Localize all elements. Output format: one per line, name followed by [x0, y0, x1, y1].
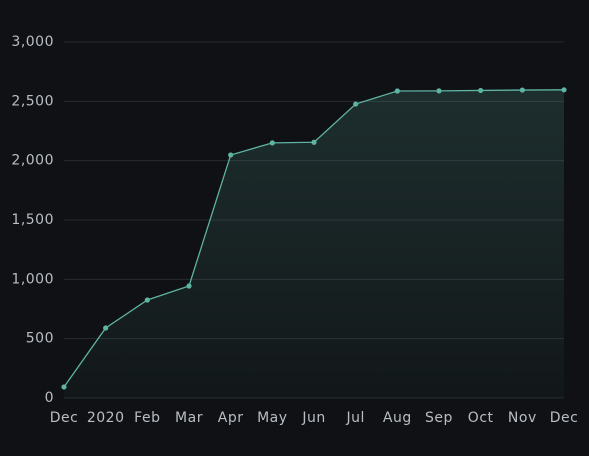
x-tick-label: 2020 — [87, 410, 125, 426]
x-tick-label: Mar — [175, 410, 203, 426]
x-tick-label: Oct — [468, 410, 494, 426]
y-tick-label: 500 — [26, 331, 54, 347]
x-tick-label: Aug — [383, 410, 412, 426]
point — [519, 87, 525, 93]
point — [103, 325, 109, 331]
x-tick-label: Feb — [134, 410, 160, 426]
y-tick-label: 2,500 — [11, 93, 54, 109]
point — [61, 384, 67, 390]
y-tick-label: 1,000 — [11, 271, 54, 287]
point — [478, 87, 484, 94]
point — [144, 297, 150, 303]
x-tick-label: Apr — [218, 410, 244, 426]
x-tick-label: May — [257, 410, 287, 426]
x-tick-label: Sep — [425, 410, 453, 426]
y-tick-label: 1,500 — [11, 212, 54, 228]
y-tick-label: 0 — [45, 390, 54, 406]
point — [353, 101, 359, 107]
point — [394, 88, 400, 94]
point — [228, 152, 234, 158]
area — [64, 89, 564, 399]
x-tick-label: Jul — [345, 410, 364, 426]
x-tick-label: Jun — [301, 410, 325, 426]
y-tick-label: 2,000 — [11, 153, 54, 169]
point — [269, 140, 275, 146]
point — [436, 88, 442, 94]
x-tick-label: Dec — [50, 410, 79, 426]
point — [311, 139, 317, 145]
x-tick-label: Dec — [550, 410, 579, 426]
point — [186, 283, 192, 289]
y-tick-label: 3,000 — [11, 34, 54, 50]
x-tick-label: Nov — [508, 410, 537, 426]
point — [561, 87, 567, 93]
